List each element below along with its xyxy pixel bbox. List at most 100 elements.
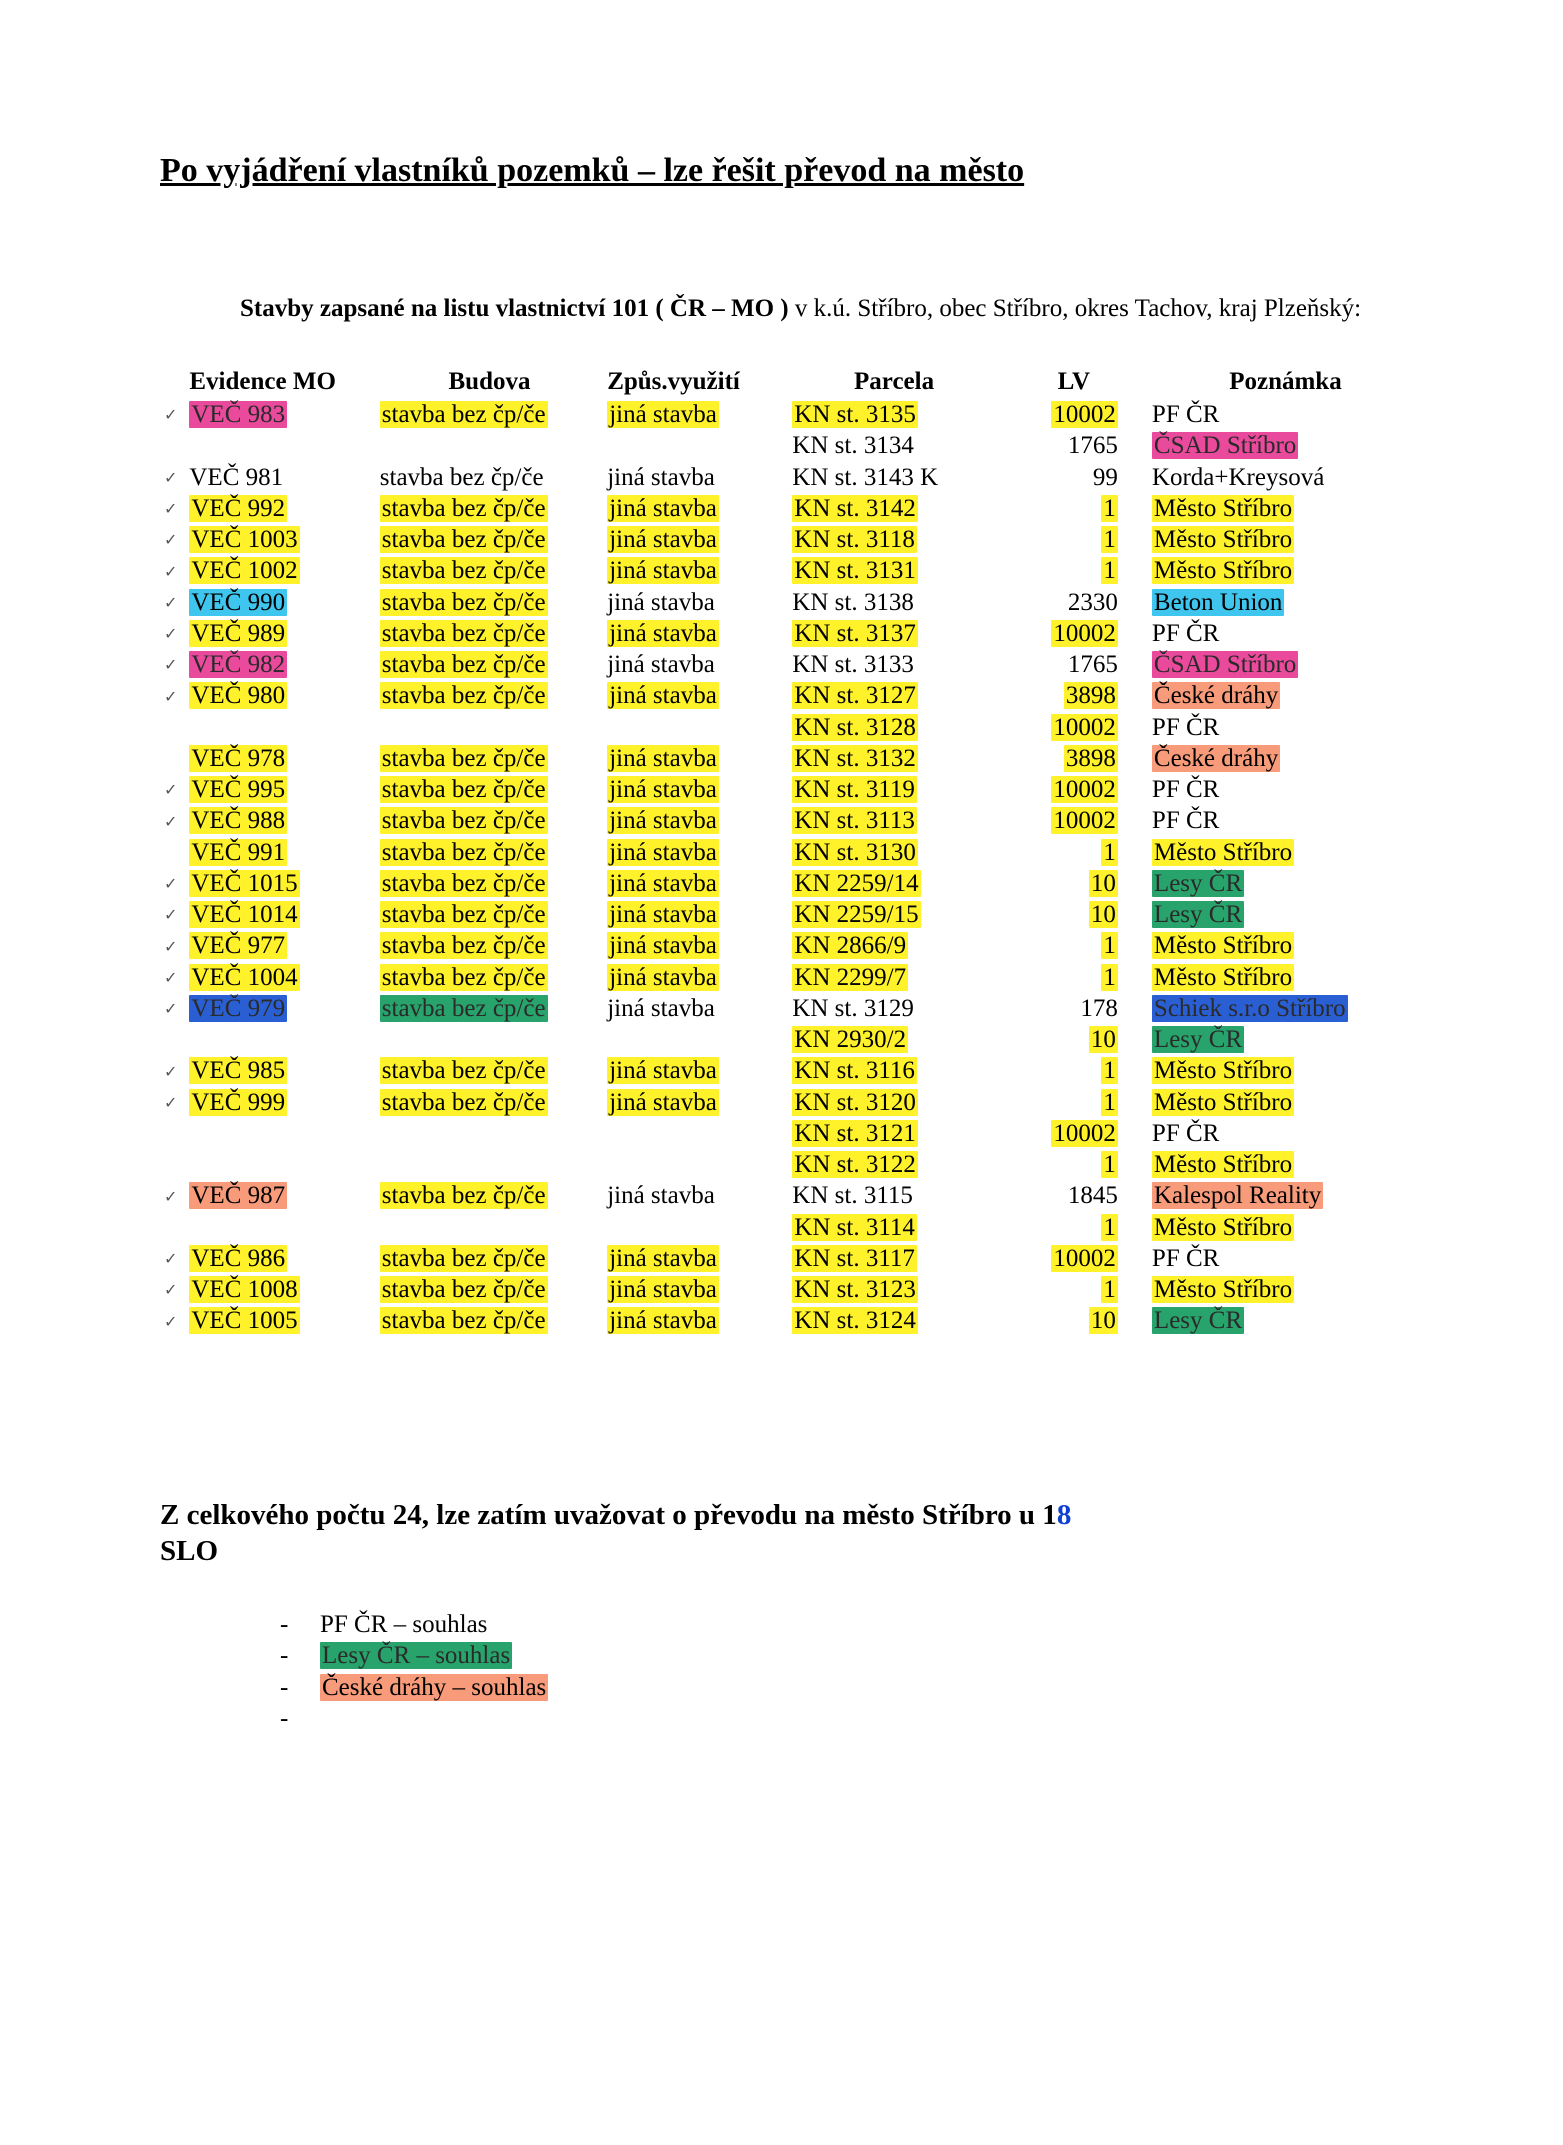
cell-evidence	[185, 1024, 375, 1055]
cell-vyuziti	[603, 712, 788, 743]
document-page: Po vyjádření vlastníků pozemků – lze řeš…	[0, 0, 1563, 1854]
cell-evidence: VEČ 1002	[185, 555, 375, 586]
cell-evidence: VEČ 986	[185, 1243, 375, 1274]
cell-poznamka: České dráhy	[1148, 743, 1423, 774]
row-tick: ✓	[160, 962, 185, 993]
cell-budova: stavba bez čp/če	[376, 1243, 603, 1274]
table-row: ✓VEČ 995stavba bez čp/čejiná stavbaKN st…	[160, 774, 1423, 805]
row-tick	[160, 1118, 185, 1149]
table-row: KN st. 31341765ČSAD Stříbro	[160, 430, 1423, 461]
cell-vyuziti: jiná stavba	[603, 1087, 788, 1118]
cell-parcela: KN st. 3132	[788, 743, 1000, 774]
row-tick: ✓	[160, 899, 185, 930]
cell-poznamka: Kalespol Reality	[1148, 1180, 1423, 1211]
table-row: ✓VEČ 1008stavba bez čp/čejiná stavbaKN s…	[160, 1274, 1423, 1305]
cell-poznamka: Beton Union	[1148, 587, 1423, 618]
table-row: VEČ 978stavba bez čp/čejiná stavbaKN st.…	[160, 743, 1423, 774]
cell-budova: stavba bez čp/če	[376, 899, 603, 930]
cell-budova: stavba bez čp/če	[376, 993, 603, 1024]
cell-parcela: KN st. 3115	[788, 1180, 1000, 1211]
cell-vyuziti: jiná stavba	[603, 493, 788, 524]
cell-poznamka: Lesy ČR	[1148, 899, 1423, 930]
cell-parcela: KN st. 3128	[788, 712, 1000, 743]
cell-budova: stavba bez čp/če	[376, 618, 603, 649]
cell-poznamka: Město Stříbro	[1148, 555, 1423, 586]
cell-lv: 1845	[1000, 1180, 1148, 1211]
cell-budova: stavba bez čp/če	[376, 555, 603, 586]
cell-poznamka: Město Stříbro	[1148, 930, 1423, 961]
cell-evidence: VEČ 987	[185, 1180, 375, 1211]
summary-line2: SLO	[160, 1535, 218, 1567]
col-budova: Budova	[376, 364, 603, 399]
table-row: ✓VEČ 982stavba bez čp/čejiná stavbaKN st…	[160, 649, 1423, 680]
cell-poznamka: PF ČR	[1148, 1243, 1423, 1274]
cell-vyuziti: jiná stavba	[603, 743, 788, 774]
cell-budova: stavba bez čp/če	[376, 1055, 603, 1086]
cell-lv: 10002	[1000, 399, 1148, 430]
table-row: ✓VEČ 992stavba bez čp/čejiná stavbaKN st…	[160, 493, 1423, 524]
cell-lv: 1765	[1000, 430, 1148, 461]
table-header-row: Evidence MO Budova Způs.využití Parcela …	[160, 364, 1423, 399]
cell-parcela: KN st. 3131	[788, 555, 1000, 586]
table-row: ✓VEČ 988stavba bez čp/čejiná stavbaKN st…	[160, 805, 1423, 836]
table-row: ✓VEČ 986stavba bez čp/čejiná stavbaKN st…	[160, 1243, 1423, 1274]
table-row: ✓VEČ 977stavba bez čp/čejiná stavbaKN 28…	[160, 930, 1423, 961]
cell-parcela: KN st. 3123	[788, 1274, 1000, 1305]
row-tick: ✓	[160, 1274, 185, 1305]
table-row: ✓VEČ 1003stavba bez čp/čejiná stavbaKN s…	[160, 524, 1423, 555]
cell-budova: stavba bez čp/če	[376, 805, 603, 836]
cell-budova: stavba bez čp/če	[376, 462, 603, 493]
col-evidence: Evidence MO	[185, 364, 375, 399]
row-tick: ✓	[160, 805, 185, 836]
cell-vyuziti	[603, 1212, 788, 1243]
cell-poznamka: Město Stříbro	[1148, 1087, 1423, 1118]
cell-lv: 1	[1000, 1149, 1148, 1180]
table-row: ✓VEČ 1002stavba bez čp/čejiná stavbaKN s…	[160, 555, 1423, 586]
cell-parcela: KN st. 3138	[788, 587, 1000, 618]
cell-parcela: KN st. 3130	[788, 837, 1000, 868]
cell-evidence: VEČ 981	[185, 462, 375, 493]
cell-parcela: KN st. 3117	[788, 1243, 1000, 1274]
cell-vyuziti: jiná stavba	[603, 587, 788, 618]
table-row: ✓VEČ 983stavba bez čp/čejiná stavbaKN st…	[160, 399, 1423, 430]
cell-parcela: KN st. 3124	[788, 1305, 1000, 1336]
cell-evidence: VEČ 982	[185, 649, 375, 680]
cell-lv: 10002	[1000, 1243, 1148, 1274]
row-tick	[160, 837, 185, 868]
cell-evidence: VEČ 1014	[185, 899, 375, 930]
cell-evidence: VEČ 979	[185, 993, 375, 1024]
cell-lv: 178	[1000, 993, 1148, 1024]
row-tick	[160, 1212, 185, 1243]
cell-vyuziti: jiná stavba	[603, 1305, 788, 1336]
consent-item: PF ČR – souhlas	[280, 1609, 1423, 1640]
cell-evidence	[185, 1149, 375, 1180]
cell-vyuziti: jiná stavba	[603, 1180, 788, 1211]
row-tick: ✓	[160, 462, 185, 493]
cell-evidence: VEČ 990	[185, 587, 375, 618]
table-row: KN st. 31221Město Stříbro	[160, 1149, 1423, 1180]
row-tick: ✓	[160, 1305, 185, 1336]
cell-evidence	[185, 1118, 375, 1149]
cell-evidence: VEČ 985	[185, 1055, 375, 1086]
cell-poznamka: Město Stříbro	[1148, 493, 1423, 524]
cell-parcela: KN st. 3134	[788, 430, 1000, 461]
cell-vyuziti: jiná stavba	[603, 805, 788, 836]
cell-lv: 1	[1000, 524, 1148, 555]
cell-vyuziti: jiná stavba	[603, 1274, 788, 1305]
row-tick	[160, 743, 185, 774]
cell-budova: stavba bez čp/če	[376, 587, 603, 618]
cell-budova: stavba bez čp/če	[376, 1087, 603, 1118]
cell-lv: 10	[1000, 1305, 1148, 1336]
consent-item: České dráhy – souhlas	[280, 1672, 1423, 1703]
row-tick: ✓	[160, 680, 185, 711]
row-tick	[160, 430, 185, 461]
cell-poznamka: Lesy ČR	[1148, 1305, 1423, 1336]
cell-parcela: KN st. 3119	[788, 774, 1000, 805]
intro-rest: v k.ú. Stříbro, obec Stříbro, okres Tach…	[789, 295, 1361, 322]
table-row: ✓VEČ 979stavba bez čp/čejiná stavbaKN st…	[160, 993, 1423, 1024]
cell-parcela: KN st. 3137	[788, 618, 1000, 649]
cell-parcela: KN st. 3116	[788, 1055, 1000, 1086]
table-row: ✓VEČ 1014stavba bez čp/čejiná stavbaKN 2…	[160, 899, 1423, 930]
cell-budova: stavba bez čp/če	[376, 930, 603, 961]
row-tick: ✓	[160, 774, 185, 805]
